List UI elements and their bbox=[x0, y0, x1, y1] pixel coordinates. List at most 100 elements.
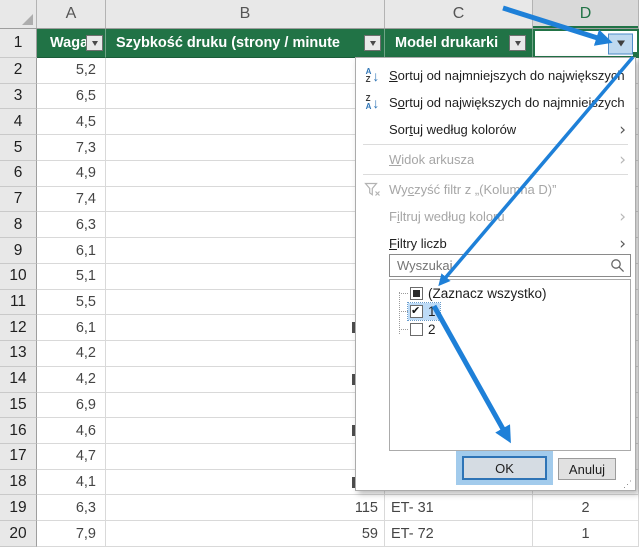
fill-handle[interactable] bbox=[633, 52, 639, 58]
column-header-d[interactable]: D bbox=[533, 0, 639, 28]
menu-item-clear-filter: Wyczyść filtr z „(Kolumna D)” bbox=[356, 176, 635, 203]
cell-b[interactable] bbox=[106, 83, 385, 110]
column-header-row: A B C D bbox=[0, 0, 639, 29]
ok-button[interactable]: OK bbox=[462, 456, 547, 480]
cell-b[interactable] bbox=[106, 289, 385, 316]
checkbox-unchecked-icon[interactable] bbox=[410, 322, 423, 336]
cell-b[interactable] bbox=[106, 160, 385, 187]
active-cell-d1[interactable] bbox=[533, 29, 639, 58]
row-header[interactable]: 15 bbox=[0, 392, 37, 419]
header-cell-model[interactable]: Model drukarki bbox=[385, 29, 533, 58]
cell-b[interactable] bbox=[106, 444, 385, 470]
row-header[interactable]: 10 bbox=[0, 263, 37, 290]
cell-d[interactable]: 2 bbox=[533, 495, 639, 522]
cell-b[interactable] bbox=[106, 238, 385, 264]
tree-connector bbox=[399, 292, 400, 334]
filter-button-column-d[interactable] bbox=[608, 33, 633, 54]
cell-a[interactable]: 6,3 bbox=[37, 495, 106, 522]
menu-item-number-filters[interactable]: Filtry liczb › bbox=[389, 233, 626, 254]
search-icon bbox=[611, 259, 625, 273]
column-header-a[interactable]: A bbox=[37, 0, 106, 28]
cell-a[interactable]: 4,2 bbox=[37, 341, 106, 367]
row-header[interactable]: 20 bbox=[0, 521, 37, 547]
row-header[interactable]: 1 bbox=[0, 29, 37, 58]
cell-a[interactable]: 6,9 bbox=[37, 392, 106, 419]
cell-a[interactable]: 6,1 bbox=[37, 238, 106, 264]
filter-option-1[interactable]: 1 bbox=[390, 301, 630, 321]
checkbox-checked-icon[interactable] bbox=[410, 304, 423, 318]
cancel-button[interactable]: Anuluj bbox=[558, 458, 616, 480]
cell-b[interactable] bbox=[106, 315, 385, 342]
menu-item-sort-ascending[interactable]: A Z ↓ Sortuj od najmniejszych do największ… bbox=[356, 62, 635, 89]
ok-button-highlight: OK bbox=[456, 451, 553, 485]
row-header[interactable]: 2 bbox=[0, 58, 37, 84]
row-header[interactable]: 6 bbox=[0, 160, 37, 187]
select-all-corner[interactable] bbox=[0, 0, 37, 28]
cell-b[interactable]: 115 bbox=[106, 495, 385, 522]
menu-item-sort-descending[interactable]: Z A ↓ Sortuj od największych do najmniejsz… bbox=[356, 89, 635, 116]
row-header[interactable]: 5 bbox=[0, 135, 37, 161]
filter-button-szybkosc[interactable] bbox=[364, 35, 381, 51]
checkbox-indeterminate-icon[interactable] bbox=[410, 286, 423, 300]
menu-divider bbox=[363, 174, 628, 175]
cell-a[interactable]: 5,2 bbox=[37, 58, 106, 84]
filter-button-waga[interactable] bbox=[86, 35, 103, 51]
submenu-arrow-icon: › bbox=[619, 119, 626, 140]
filter-button-model[interactable] bbox=[509, 35, 526, 51]
cell-b[interactable]: 59 bbox=[106, 521, 385, 547]
row-header[interactable]: 18 bbox=[0, 469, 37, 496]
cell-a[interactable]: 4,6 bbox=[37, 418, 106, 445]
header-cell-szybkosc[interactable]: Szybkość druku (strony / minute bbox=[106, 29, 385, 58]
row-header[interactable]: 7 bbox=[0, 186, 37, 213]
cell-b[interactable] bbox=[106, 263, 385, 290]
row-header[interactable]: 19 bbox=[0, 495, 37, 522]
menu-divider bbox=[363, 144, 628, 145]
resize-grip[interactable]: ⋰ bbox=[623, 479, 633, 489]
cell-b[interactable] bbox=[106, 109, 385, 136]
row-header[interactable]: 9 bbox=[0, 238, 37, 264]
cell-b[interactable] bbox=[106, 135, 385, 161]
cell-b[interactable] bbox=[106, 366, 385, 393]
cell-a[interactable]: 7,3 bbox=[37, 135, 106, 161]
header-cell-waga[interactable]: Waga bbox=[37, 29, 106, 58]
row-header[interactable]: 13 bbox=[0, 341, 37, 367]
cell-b[interactable] bbox=[106, 58, 385, 84]
row-header[interactable]: 17 bbox=[0, 444, 37, 470]
cell-a[interactable]: 7,9 bbox=[37, 521, 106, 547]
row-header[interactable]: 16 bbox=[0, 418, 37, 445]
row-header[interactable]: 12 bbox=[0, 315, 37, 342]
column-header-b[interactable]: B bbox=[106, 0, 385, 28]
cell-a[interactable]: 4,2 bbox=[37, 366, 106, 393]
cell-b[interactable] bbox=[106, 212, 385, 239]
cell-a[interactable]: 4,9 bbox=[37, 160, 106, 187]
menu-item-sort-by-color[interactable]: Sortuj według kolorów › bbox=[389, 119, 626, 140]
row-header[interactable]: 3 bbox=[0, 83, 37, 110]
filter-option-2[interactable]: 2 bbox=[390, 320, 630, 338]
row-header[interactable]: 11 bbox=[0, 289, 37, 316]
filter-option-select-all[interactable]: (Zaznacz wszystko) bbox=[390, 284, 630, 302]
cell-a[interactable]: 6,5 bbox=[37, 83, 106, 110]
cell-b[interactable] bbox=[106, 469, 385, 496]
cell-b[interactable] bbox=[106, 392, 385, 419]
row-header[interactable]: 14 bbox=[0, 366, 37, 393]
cell-c[interactable]: ET- 31 bbox=[385, 495, 533, 522]
cell-d[interactable]: 1 bbox=[533, 521, 639, 547]
column-header-c[interactable]: C bbox=[385, 0, 533, 28]
cell-a[interactable]: 6,3 bbox=[37, 212, 106, 239]
dropdown-arrow-icon bbox=[369, 40, 376, 46]
search-input[interactable] bbox=[395, 257, 610, 274]
cell-a[interactable]: 5,5 bbox=[37, 289, 106, 316]
cell-a[interactable]: 4,7 bbox=[37, 444, 106, 470]
row-header[interactable]: 4 bbox=[0, 109, 37, 136]
cell-a[interactable]: 7,4 bbox=[37, 186, 106, 213]
cell-b[interactable] bbox=[106, 186, 385, 213]
cell-b[interactable] bbox=[106, 341, 385, 367]
cell-b[interactable] bbox=[106, 418, 385, 445]
cell-a[interactable]: 6,1 bbox=[37, 315, 106, 342]
cell-a[interactable]: 4,1 bbox=[37, 469, 106, 496]
cell-c[interactable]: ET- 72 bbox=[385, 521, 533, 547]
cell-a[interactable]: 5,1 bbox=[37, 263, 106, 290]
cell-a[interactable]: 4,5 bbox=[37, 109, 106, 136]
filter-value-list: (Zaznacz wszystko) 1 2 bbox=[389, 279, 631, 451]
row-header[interactable]: 8 bbox=[0, 212, 37, 239]
